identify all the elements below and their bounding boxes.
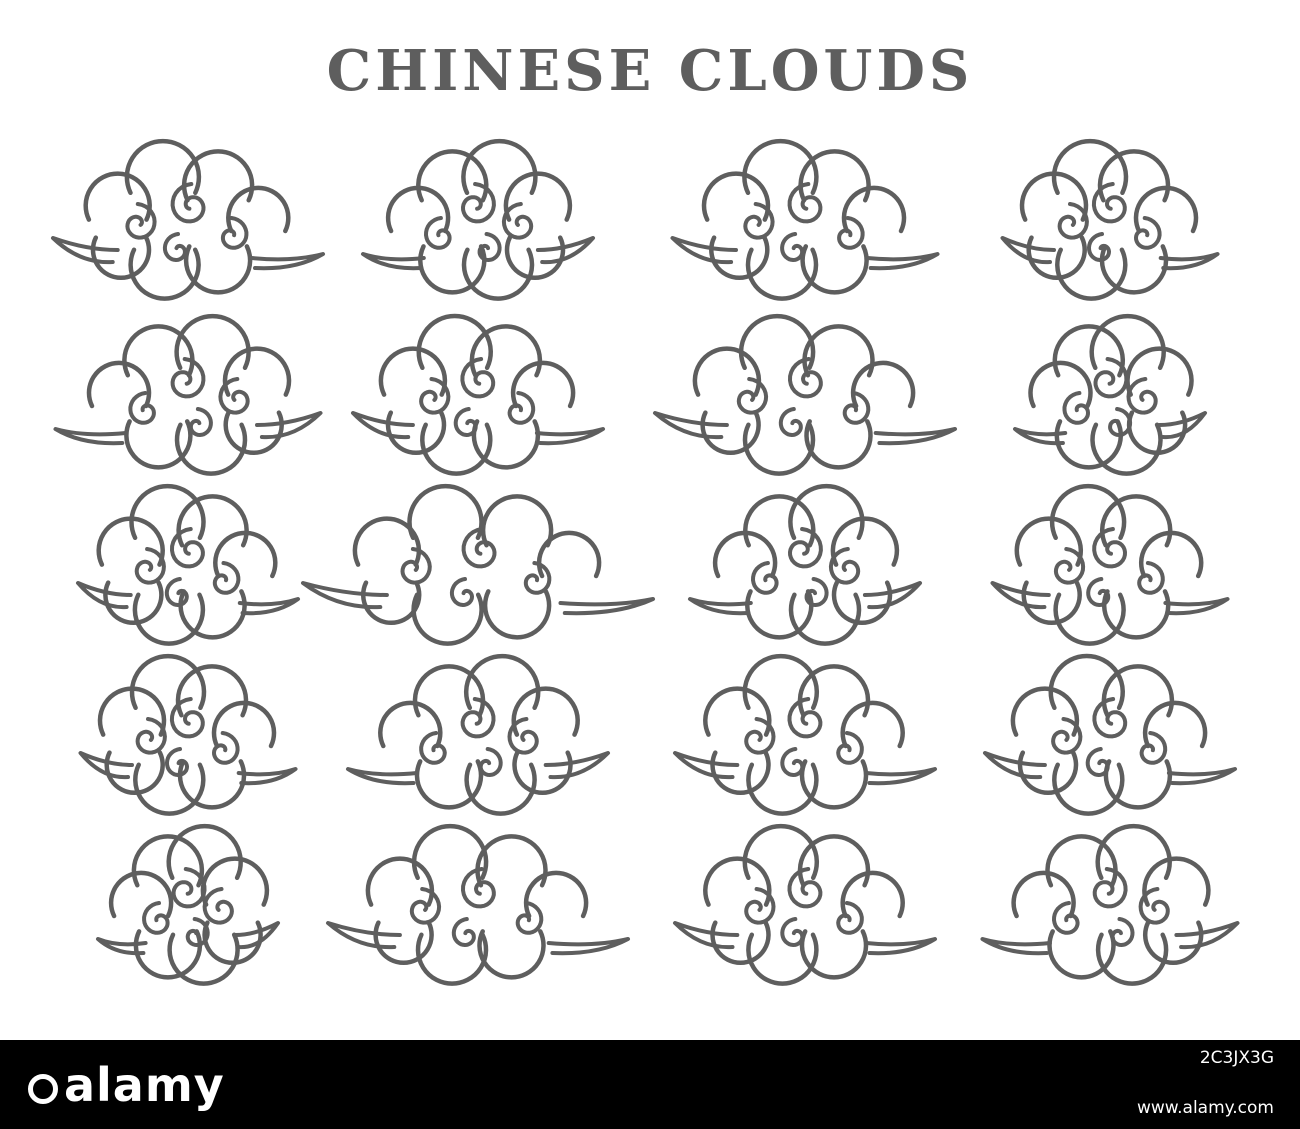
chinese-cloud-icon	[1013, 313, 1207, 476]
chinese-cloud-icon	[53, 313, 323, 476]
artboard: CHINESE CLOUDS	[51, 38, 1240, 986]
chinese-cloud-icon	[688, 483, 922, 646]
page-title: CHINESE CLOUDS	[326, 38, 974, 104]
chinese-cloud-icon	[990, 483, 1230, 646]
chinese-cloud-icon	[980, 823, 1240, 986]
chinese-cloud-icon	[361, 138, 595, 301]
image-id: 2C3JX3G	[1199, 1048, 1274, 1068]
chinese-cloud-icon	[1000, 138, 1220, 301]
chinese-cloud-icon	[76, 483, 300, 646]
logo-icon	[28, 1073, 58, 1104]
chinese-cloud-icon	[673, 823, 937, 986]
chinese-cloud-icon	[983, 653, 1237, 816]
chinese-cloud-icon	[51, 138, 325, 301]
chinese-cloud-icon	[326, 823, 630, 986]
chinese-cloud-icon	[346, 653, 610, 816]
chinese-cloud-icon	[351, 313, 605, 476]
chinese-cloud-icon	[653, 313, 957, 476]
chinese-cloud-icon	[301, 483, 655, 646]
chinese-cloud-icon	[78, 653, 298, 816]
chinese-cloud-icon	[670, 138, 940, 301]
chinese-cloud-icon	[673, 653, 937, 816]
watermark-footer: alamy 2C3JX3G www.alamy.com	[0, 1040, 1300, 1129]
cloud-grid	[51, 138, 1240, 986]
watermark-logo: alamy	[28, 1058, 225, 1112]
chinese-cloud-icon	[96, 823, 280, 986]
watermark-url: www.alamy.com	[1136, 1098, 1274, 1118]
